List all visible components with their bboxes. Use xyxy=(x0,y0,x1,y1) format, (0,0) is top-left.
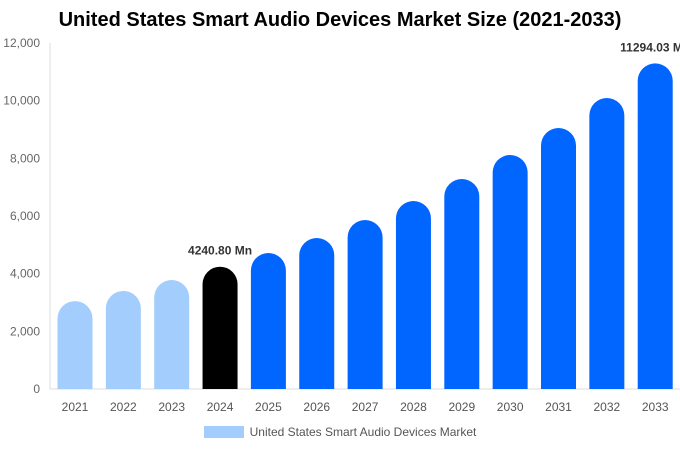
bar-2030 xyxy=(492,155,528,389)
data-label: 11294.03 Mn xyxy=(620,40,680,54)
bar-2033 xyxy=(637,63,673,390)
y-tick-label: 2,000 xyxy=(10,324,40,338)
x-tick-label: 2033 xyxy=(642,400,669,414)
bar-2022 xyxy=(105,290,141,389)
x-tick-label: 2021 xyxy=(62,400,89,414)
x-tick-label: 2026 xyxy=(303,400,330,414)
y-tick-label: 10,000 xyxy=(3,94,40,108)
bar-2026 xyxy=(299,237,335,389)
bar-2027 xyxy=(347,220,383,389)
bar-2029 xyxy=(444,179,480,389)
bar-2021 xyxy=(57,301,93,389)
x-tick-label: 2022 xyxy=(110,400,137,414)
data-label: 4240.80 Mn xyxy=(188,244,252,258)
legend-label: United States Smart Audio Devices Market xyxy=(249,425,477,439)
x-tick-label: 2025 xyxy=(255,400,282,414)
y-tick-label: 12,000 xyxy=(3,36,40,50)
x-tick-label: 2027 xyxy=(352,400,379,414)
x-tick-label: 2032 xyxy=(593,400,620,414)
x-tick-label: 2024 xyxy=(207,400,234,414)
bar-2025 xyxy=(250,253,286,389)
bar-2032 xyxy=(589,98,625,389)
x-tick-label: 2031 xyxy=(545,400,572,414)
x-tick-label: 2023 xyxy=(158,400,185,414)
x-tick-label: 2028 xyxy=(400,400,427,414)
x-tick-label: 2030 xyxy=(497,400,524,414)
legend: United States Smart Audio Devices Market xyxy=(0,425,680,439)
y-tick-label: 4,000 xyxy=(10,267,40,281)
y-tick-label: 6,000 xyxy=(10,209,40,223)
x-tick-label: 2029 xyxy=(448,400,475,414)
bar-2031 xyxy=(541,128,576,390)
legend-swatch xyxy=(203,426,244,438)
bar-2023 xyxy=(154,280,190,389)
y-tick-label: 0 xyxy=(33,382,40,396)
chart-title: United States Smart Audio Devices Market… xyxy=(58,9,622,31)
bar-2028 xyxy=(395,201,431,389)
y-tick-label: 8,000 xyxy=(10,151,40,165)
bar-2024 xyxy=(202,266,238,389)
